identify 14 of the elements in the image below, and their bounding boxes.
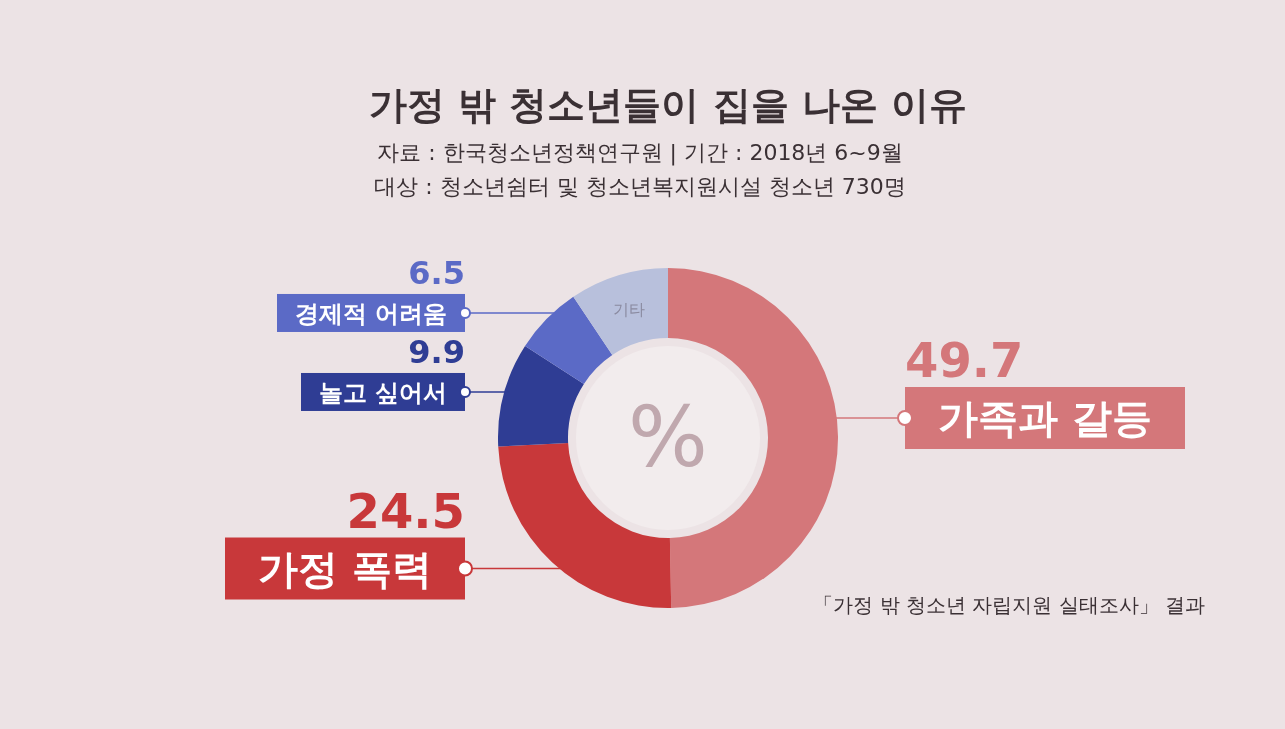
text: % (628, 388, 708, 486)
slice-label: 기타 (612, 299, 645, 319)
slice-label: 가정 폭력 (258, 545, 432, 592)
data-label: 9.9 (408, 332, 465, 371)
chart-subtitle: 자료 : 한국청소년정책연구원 | 기간 : 2018년 6~9월 대상 : 청소년쉼터 및 청소년복지원시설 청소년 730명 (374, 140, 906, 199)
slice-label: 놀고 싶어서 (318, 378, 448, 407)
data-label: 6.5 (408, 253, 465, 292)
data-label: 49.7 (905, 332, 1024, 388)
chart-title: 가정 밖 청소년들이 집을 나온 이유 (368, 83, 968, 127)
data-label: 24.5 (346, 482, 465, 539)
donut-slice (573, 268, 668, 355)
slice-label: 가족과 갈등 (938, 395, 1152, 442)
text: 「가정 밖 청소년 자립지원 실태조사」 결과 (813, 593, 1205, 617)
slice-label: 경제적 어려움 (294, 299, 448, 328)
